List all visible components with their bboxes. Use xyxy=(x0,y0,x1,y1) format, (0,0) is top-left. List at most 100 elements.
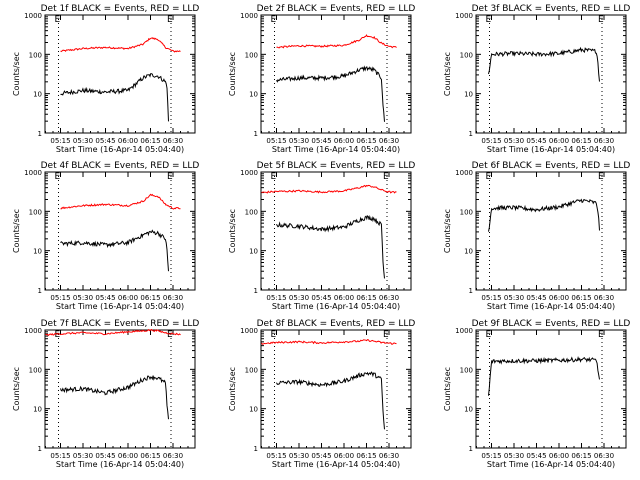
x-tick-label: 05:30 xyxy=(73,294,93,302)
event-marker-label: E xyxy=(167,15,173,25)
event-marker-label: E xyxy=(383,15,389,25)
y-tick-label: 100 xyxy=(245,208,258,216)
y-tick-label: 1000 xyxy=(455,12,473,20)
x-tick-label: 05:30 xyxy=(73,137,93,145)
event-marker-label: E xyxy=(486,172,492,182)
x-tick-label: 06:00 xyxy=(334,137,354,145)
lld-series-line xyxy=(60,37,181,53)
x-tick-label: 05:30 xyxy=(504,452,524,460)
x-tick-label: 05:15 xyxy=(50,137,70,145)
x-tick-label: 05:15 xyxy=(266,294,286,302)
x-tick-label: 05:45 xyxy=(526,294,546,302)
y-tick-label: 10 xyxy=(33,406,42,414)
event-marker-label: E xyxy=(598,15,604,25)
y-tick-label: 1 xyxy=(38,130,42,138)
panel-title: Det 2f BLACK = Events, RED = LLD xyxy=(257,4,416,14)
panel-title: Det 1f BLACK = Events, RED = LLD xyxy=(41,4,200,14)
x-tick-label: 06:00 xyxy=(118,137,138,145)
y-axis-label: Counts/sec xyxy=(228,367,237,411)
lld-series-line xyxy=(261,339,397,345)
event-marker-label: E xyxy=(486,15,492,25)
x-tick-label: 05:15 xyxy=(481,452,501,460)
event-marker-label: E xyxy=(271,15,277,25)
x-tick-label: 05:45 xyxy=(311,294,331,302)
plot-frame xyxy=(475,171,627,291)
y-tick-label: 100 xyxy=(29,51,42,59)
x-tick-label: 06:00 xyxy=(118,294,138,302)
y-tick-label: 1 xyxy=(254,445,258,453)
x-tick-label: 06:15 xyxy=(356,137,376,145)
events-series-line xyxy=(60,229,169,272)
y-tick-label: 10 xyxy=(464,91,473,99)
lld-series-line xyxy=(45,328,181,337)
x-tick-label: 06:00 xyxy=(549,294,569,302)
y-axis-label: Counts/sec xyxy=(443,52,452,96)
event-marker-label: E xyxy=(383,172,389,182)
panel-4: Det 4f BLACK = Events, RED = LLD 1 10 100 10… xyxy=(12,161,199,311)
x-tick-label: 06:00 xyxy=(334,294,354,302)
y-tick-label: 10 xyxy=(249,406,258,414)
panel-title: Det 3f BLACK = Events, RED = LLD xyxy=(472,4,631,14)
x-tick-label: 05:30 xyxy=(289,294,309,302)
panel-title: Det 4f BLACK = Events, RED = LLD xyxy=(41,161,200,171)
y-tick-label: 10 xyxy=(249,248,258,256)
event-marker-label: E xyxy=(167,330,173,340)
y-tick-label: 10 xyxy=(33,91,42,99)
x-tick-label: 05:15 xyxy=(266,452,286,460)
panel-title: Det 7f BLACK = Events, RED = LLD xyxy=(41,319,200,329)
lld-series-line xyxy=(276,34,397,49)
event-marker-label: E xyxy=(55,330,61,340)
x-tick-label: 05:45 xyxy=(95,452,115,460)
x-tick-label: 05:15 xyxy=(266,137,286,145)
x-tick-label: 05:15 xyxy=(50,294,70,302)
event-marker-label: E xyxy=(55,172,61,182)
y-tick-label: 10 xyxy=(249,91,258,99)
x-tick-label: 05:45 xyxy=(95,137,115,145)
x-axis-label: Start Time (16-Apr-14 05:04:40) xyxy=(487,460,615,469)
x-tick-label: 05:30 xyxy=(504,294,524,302)
x-tick-label: 06:00 xyxy=(549,452,569,460)
event-marker-label: E xyxy=(598,172,604,182)
x-axis-label: Start Time (16-Apr-14 05:04:40) xyxy=(272,145,400,154)
x-axis-label: Start Time (16-Apr-14 05:04:40) xyxy=(487,302,615,311)
y-tick-label: 1 xyxy=(469,130,473,138)
y-tick-label: 1000 xyxy=(24,327,42,335)
x-tick-label: 06:15 xyxy=(571,294,591,302)
x-axis-label: Start Time (16-Apr-14 05:04:40) xyxy=(272,302,400,311)
x-tick-label: 06:30 xyxy=(163,294,183,302)
y-tick-label: 1000 xyxy=(455,169,473,177)
x-tick-label: 06:00 xyxy=(118,452,138,460)
panel-9: Det 9f BLACK = Events, RED = LLD 1 10 100 10… xyxy=(443,319,630,469)
y-tick-label: 10 xyxy=(464,406,473,414)
x-tick-label: 06:30 xyxy=(379,294,399,302)
y-tick-label: 100 xyxy=(29,366,42,374)
y-tick-label: 1000 xyxy=(24,12,42,20)
y-tick-label: 1 xyxy=(38,287,42,295)
y-tick-label: 1 xyxy=(254,287,258,295)
x-tick-label: 05:45 xyxy=(526,137,546,145)
x-tick-label: 05:15 xyxy=(481,294,501,302)
y-tick-label: 1000 xyxy=(240,327,258,335)
panel-title: Det 9f BLACK = Events, RED = LLD xyxy=(472,319,631,329)
x-tick-label: 06:30 xyxy=(163,452,183,460)
panel-title: Det 8f BLACK = Events, RED = LLD xyxy=(257,319,416,329)
x-tick-label: 06:30 xyxy=(379,452,399,460)
x-tick-label: 06:30 xyxy=(379,137,399,145)
event-marker-label: E xyxy=(167,172,173,182)
panel-7: Det 7f BLACK = Events, RED = LLD 1 10 100 10… xyxy=(12,319,199,469)
event-marker-label: E xyxy=(383,330,389,340)
panel-3: Det 3f BLACK = Events, RED = LLD 1 10 100 10… xyxy=(443,4,630,154)
plot-frame xyxy=(44,171,196,291)
x-axis-label: Start Time (16-Apr-14 05:04:40) xyxy=(56,302,184,311)
y-tick-label: 10 xyxy=(464,248,473,256)
y-tick-label: 1000 xyxy=(240,169,258,177)
y-axis-label: Counts/sec xyxy=(12,209,21,253)
x-tick-label: 06:15 xyxy=(356,452,376,460)
x-tick-label: 05:45 xyxy=(311,452,331,460)
x-tick-label: 05:30 xyxy=(504,137,524,145)
x-tick-label: 06:15 xyxy=(356,294,376,302)
panel-5: Det 5f BLACK = Events, RED = LLD 1 10 100 10… xyxy=(228,161,415,311)
panel-1: Det 1f BLACK = Events, RED = LLD 1 10 100 10… xyxy=(12,4,199,154)
x-tick-label: 06:15 xyxy=(140,294,160,302)
x-tick-label: 05:15 xyxy=(481,137,501,145)
